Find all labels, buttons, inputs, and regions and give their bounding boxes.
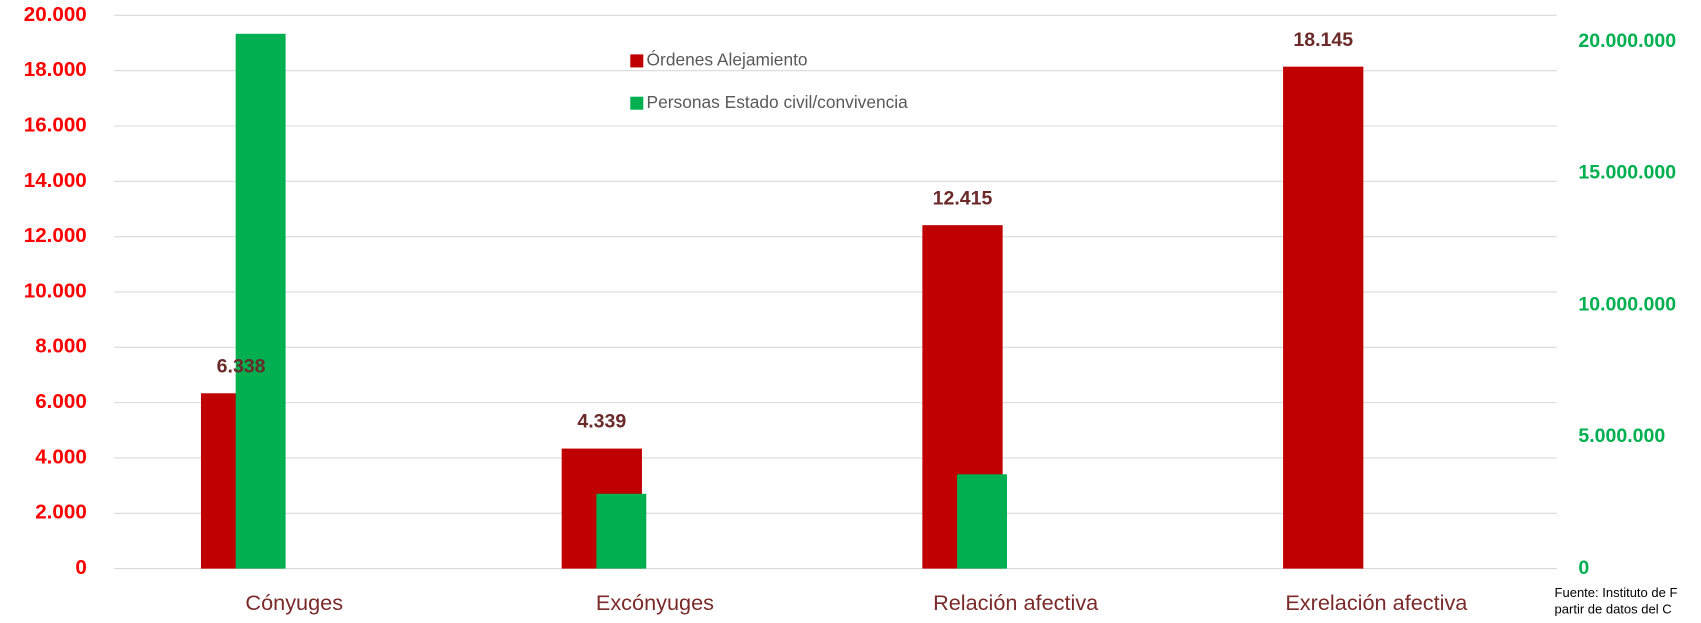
y2-tick-label: 5.000.000 (1578, 425, 1665, 447)
legend-label: Personas Estado civil/convivencia (647, 92, 909, 112)
legend-swatch (630, 54, 644, 68)
bar (1283, 66, 1364, 569)
data-label: 12.415 (933, 187, 993, 209)
y-tick-label: 14.000 (24, 169, 87, 192)
y-tick-label: 18.000 (24, 58, 87, 81)
source-note: partir de datos del C (1555, 601, 1672, 616)
y-tick-label: 20.000 (24, 3, 87, 26)
data-label: 18.145 (1293, 29, 1353, 51)
legend-swatch (630, 96, 644, 110)
x-tick-label: Cónyuges (245, 590, 343, 615)
y2-tick-label: 20.000.000 (1578, 30, 1676, 52)
y-tick-label: 4.000 (35, 445, 87, 468)
x-tick-label: Excónyuges (596, 590, 714, 615)
y-tick-label: 10.000 (24, 279, 87, 302)
bar (235, 33, 286, 569)
y-tick-label: 6.000 (35, 390, 87, 413)
data-label: 4.339 (577, 411, 626, 433)
x-tick-label: Relación afectiva (933, 590, 1099, 615)
y-tick-label: 2.000 (35, 501, 87, 524)
y2-tick-label: 0 (1578, 557, 1589, 579)
bar (596, 493, 647, 569)
y-tick-label: 16.000 (24, 113, 87, 136)
source-note: Fuente: Instituto de F (1555, 585, 1678, 600)
legend-label: Órdenes Alejamiento (647, 49, 808, 69)
y2-tick-label: 15.000.000 (1578, 162, 1676, 184)
y2-tick-label: 10.000.000 (1578, 293, 1676, 315)
bar (957, 474, 1007, 569)
y-tick-label: 0 (75, 556, 86, 579)
y-tick-label: 12.000 (24, 224, 87, 247)
y-tick-label: 8.000 (35, 335, 87, 358)
x-tick-label: Exrelación afectiva (1285, 590, 1468, 615)
data-label: 6.338 (217, 355, 266, 377)
